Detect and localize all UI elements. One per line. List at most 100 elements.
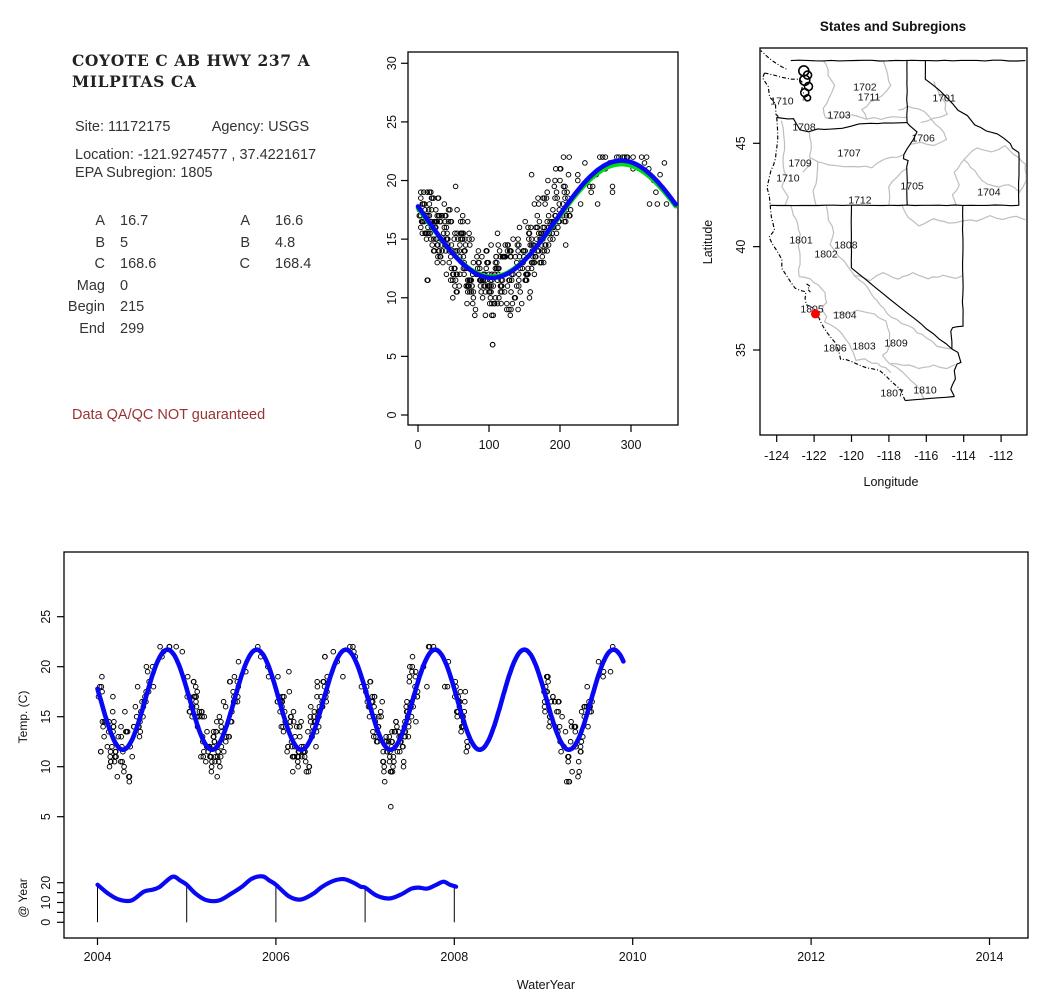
x-tick-label: 2014 — [976, 950, 1004, 964]
x-tick-label: -116 — [914, 449, 938, 463]
param-value-2 — [250, 321, 340, 337]
x-tick-label: 200 — [550, 438, 571, 452]
param-value-2: 4.8 — [275, 234, 296, 251]
ts-sub-ylabel: @ Year — [16, 878, 30, 918]
param-label-2 — [190, 321, 250, 337]
at-year-curve — [95, 874, 459, 904]
param-label: End — [79, 320, 105, 337]
agency-label: Agency: — [211, 119, 265, 135]
y-tick-label: 20 — [385, 174, 399, 188]
subregion-label: 1806 — [823, 342, 847, 354]
subregion-label: 1701 — [932, 93, 956, 105]
station-title-line2: MILPITAS CA — [72, 72, 197, 91]
sub-y-tick-label: 10 — [39, 896, 53, 910]
param-value: 168.6 — [120, 256, 157, 272]
y-tick-label: 10 — [385, 291, 399, 305]
map-ylabel: Latitude — [701, 220, 715, 265]
subregion-label: 1702 — [853, 82, 877, 94]
y-tick-label: 20 — [39, 660, 53, 674]
fit-curve-blue — [415, 158, 678, 281]
timeseries-plot: WaterYear Temp. (C) @ Year 2004 2006 2008 2… — [16, 551, 1029, 992]
param-label-2 — [190, 299, 250, 315]
param-label: B — [95, 234, 105, 251]
subregion-label: 1711 — [858, 91, 881, 103]
site-agency-line: Site: 11172175 Agency: USGS — [75, 119, 309, 135]
subregion-label: 1706 — [911, 132, 935, 144]
map-axes: -124 -122 -120 -118 -116 -114 -112 35 40 45 — [734, 136, 1013, 463]
subregion-label: 1704 — [977, 187, 1001, 199]
map-geography — [760, 50, 1027, 402]
subregion-label: 1802 — [814, 249, 838, 261]
sub-y-tick-label: 0 — [39, 919, 53, 926]
subregion-label: 1807 — [880, 387, 904, 399]
ts-ylabel: Temp. (C) — [16, 691, 30, 744]
y-tick-label: 10 — [39, 760, 53, 774]
param-value: 299 — [120, 320, 145, 337]
param-value: 16.7 — [120, 213, 149, 229]
x-tick-label: -114 — [952, 449, 976, 463]
subregion-label: 1809 — [884, 337, 908, 349]
map-xlabel: Longitude — [864, 475, 919, 489]
site-info-panel: COYOTE C AB HWY 237 A MILPITAS CA Site: … — [0, 0, 400, 520]
y-tick-label: 40 — [734, 240, 748, 254]
param-label-2 — [190, 278, 250, 294]
y-tick-label: 0 — [385, 411, 399, 418]
location-line: Location: -121.9274577 , 37.4221617 — [75, 147, 317, 163]
subregion-label: 1808 — [834, 239, 858, 251]
y-tick-label: 30 — [385, 56, 399, 70]
y-tick-label: 25 — [39, 610, 53, 624]
subregion-label: 1709 — [788, 157, 812, 169]
x-tick-label: 2012 — [797, 950, 825, 964]
subregion-label: 1703 — [827, 109, 851, 121]
x-tick-label: -118 — [877, 449, 901, 463]
subregion-label: 1710 — [776, 173, 800, 185]
param-value-2 — [250, 278, 340, 294]
param-label-2: B — [240, 234, 250, 251]
epa-subregion-line: EPA Subregion: 1805 — [75, 165, 213, 181]
ts-fit-curve-blue — [95, 647, 626, 752]
y-tick-label: 5 — [39, 813, 53, 820]
subregion-label: 1801 — [789, 235, 813, 247]
x-tick-label: 0 — [415, 438, 422, 452]
day-plot-axes: 0 100 200 300 0 5 10 15 20 25 30 — [385, 56, 641, 452]
x-tick-label: 2004 — [84, 950, 112, 964]
param-value-2 — [250, 299, 340, 315]
subregion-label: 1804 — [833, 310, 857, 322]
y-tick-label: 5 — [385, 353, 399, 360]
param-label: A — [95, 213, 105, 229]
station-title: COYOTE C AB HWY 237 A MILPITAS CA — [72, 50, 310, 92]
site-location-marker — [810, 309, 820, 319]
param-label-2: C — [239, 256, 250, 272]
param-value-2: 16.6 — [275, 213, 304, 229]
day-scatter-points — [416, 154, 670, 348]
x-tick-label: 100 — [479, 438, 500, 452]
x-tick-label: -120 — [839, 449, 864, 463]
y-tick-label: 35 — [734, 343, 748, 357]
x-tick-label: -122 — [802, 449, 827, 463]
subregion-label: 1810 — [913, 385, 937, 397]
states-subregions-map: States and Subregions Longitude Latitude… — [701, 19, 1028, 489]
subregion-label: 1708 — [792, 121, 816, 133]
param-label: C — [94, 256, 105, 272]
y-tick-label: 45 — [734, 136, 748, 150]
subregion-label: 1705 — [900, 181, 924, 193]
x-tick-label: 300 — [621, 438, 642, 452]
y-tick-label: 15 — [385, 232, 399, 246]
qa-notice: Data QA/QC NOT guaranteed — [72, 407, 266, 423]
ts-axes: 2004 2006 2008 2010 2012 2014 5 10 15 20 25 0 10 20 — [39, 610, 1003, 964]
param-label: Begin — [67, 299, 105, 315]
param-label: Mag — [76, 277, 105, 294]
x-tick-label: 2008 — [440, 950, 468, 964]
map-title: States and Subregions — [820, 19, 966, 34]
x-tick-label: 2006 — [262, 950, 290, 964]
subregion-label: 1712 — [848, 194, 872, 206]
site-label: Site: — [75, 119, 105, 135]
x-tick-label: -124 — [764, 449, 789, 463]
subregion-label: 1707 — [837, 148, 861, 160]
y-tick-label: 25 — [385, 115, 399, 129]
ts-xlabel: WaterYear — [517, 978, 575, 992]
site-number: 11172175 — [108, 119, 171, 135]
